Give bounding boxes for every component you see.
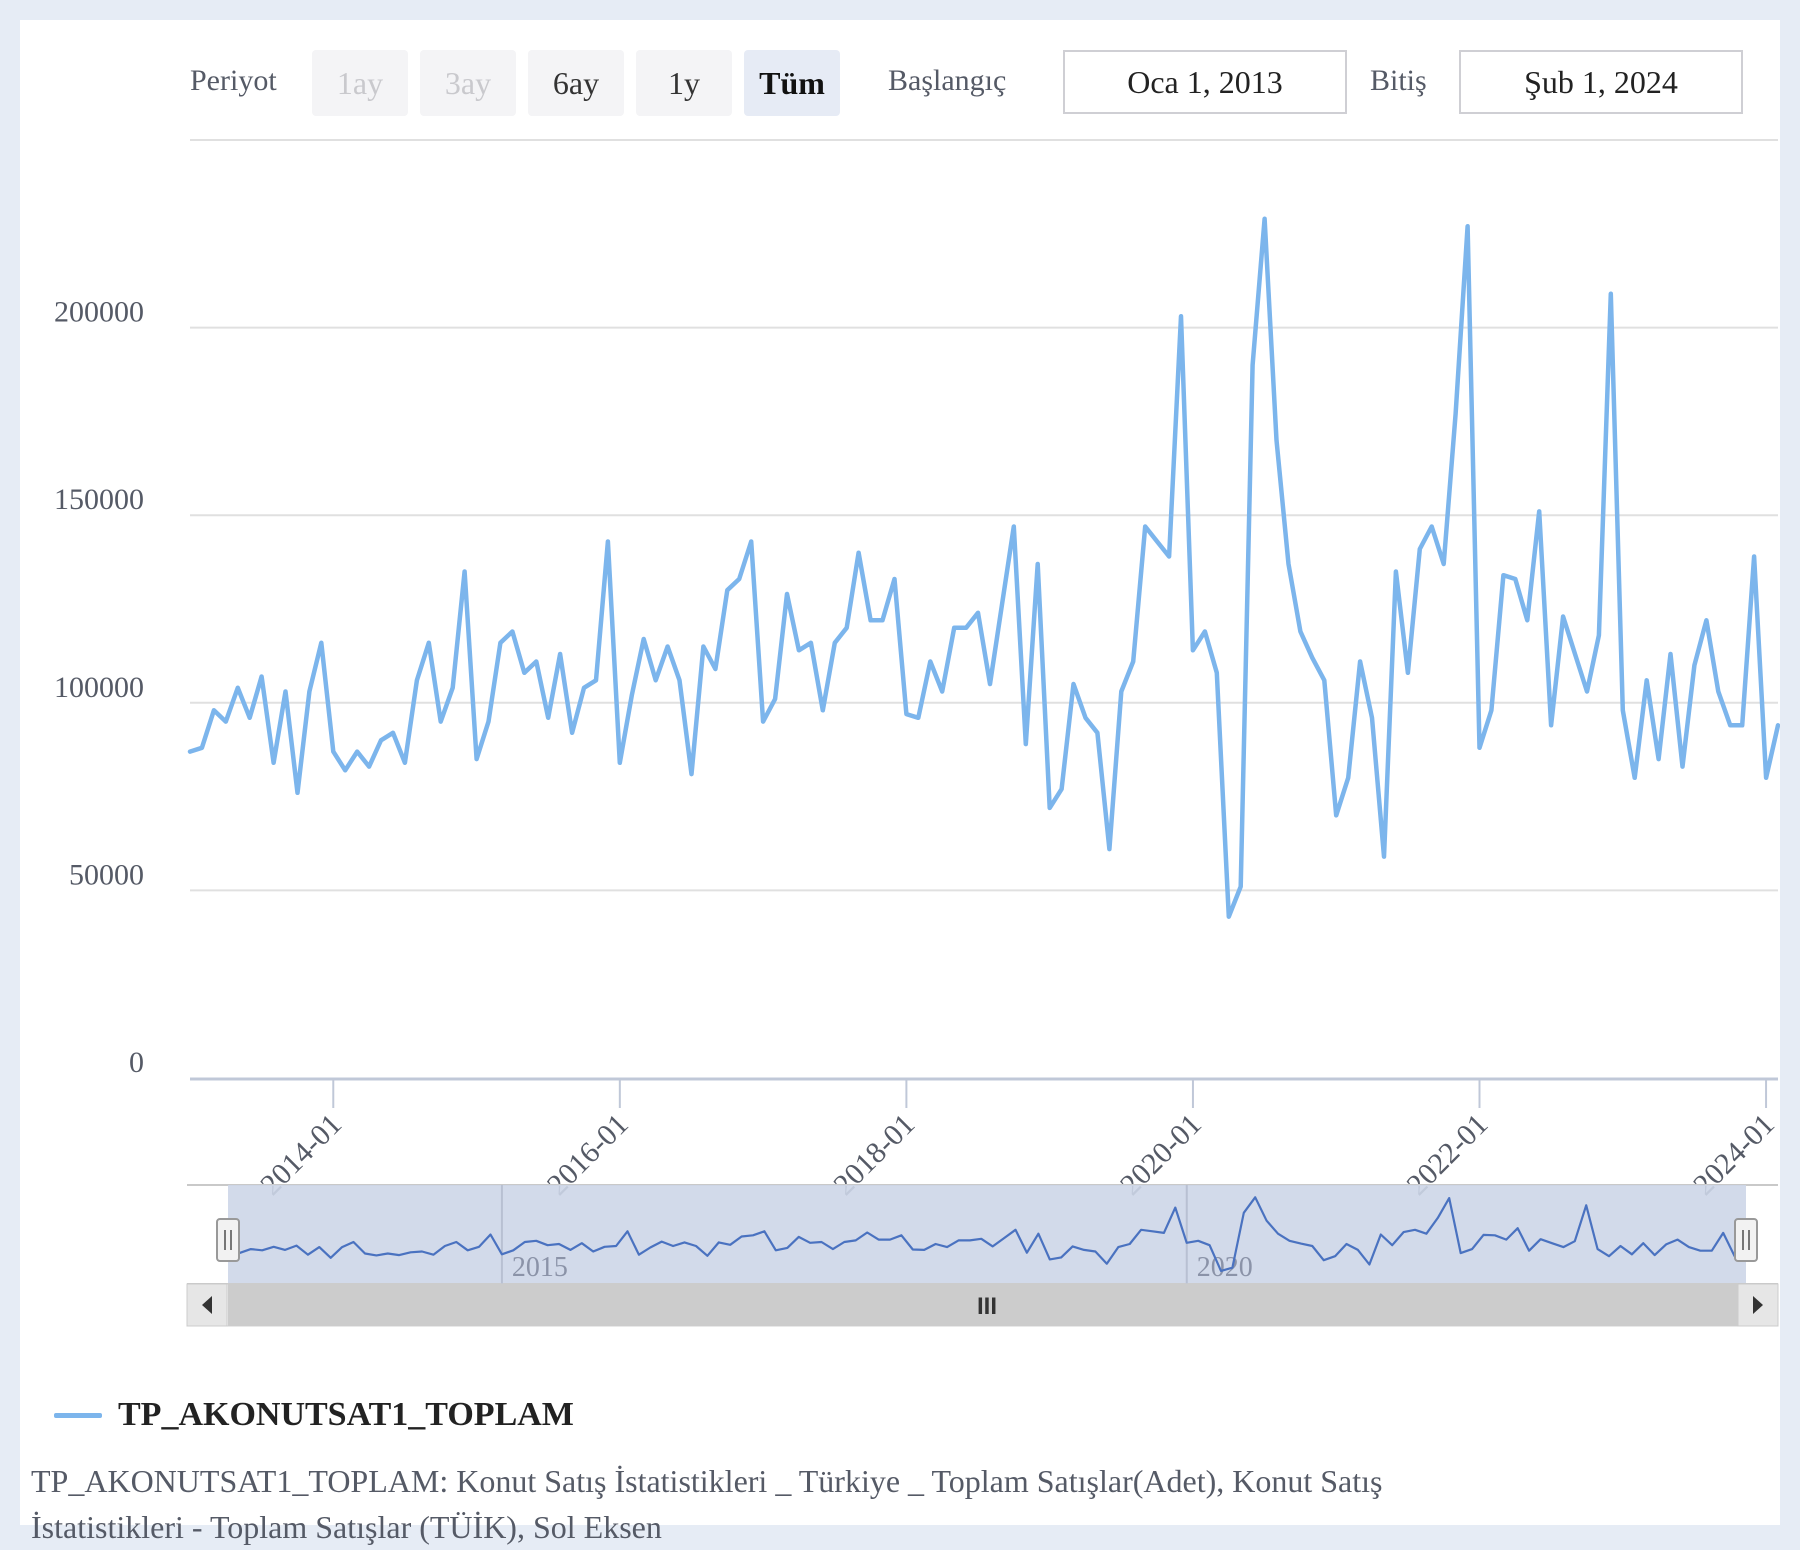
scroll-grip-icon[interactable]: III	[977, 1293, 997, 1320]
series-line-TP_AKONUTSAT1_TOPLAM[interactable]	[190, 219, 1778, 917]
y-tick-label: 200000	[54, 296, 144, 329]
navigator-year-label: 2020	[1197, 1252, 1253, 1283]
chart-panel: Periyot 1ay 3ay 6ay 1y Tüm Başlangıç Bit…	[20, 20, 1780, 1525]
series-description: TP_AKONUTSAT1_TOPLAM: Konut Satış İstati…	[31, 1458, 1531, 1550]
navigator-year-label: 2015	[512, 1252, 568, 1283]
legend-label: TP_AKONUTSAT1_TOPLAM	[118, 1396, 574, 1434]
legend-swatch	[54, 1413, 102, 1418]
navigator-right-handle[interactable]	[1735, 1219, 1757, 1261]
y-tick-label: 0	[129, 1046, 144, 1079]
y-tick-label: 50000	[69, 858, 144, 891]
y-tick-label: 150000	[54, 483, 144, 516]
navigator-selected-range[interactable]	[228, 1185, 1746, 1284]
legend-item[interactable]: TP_AKONUTSAT1_TOPLAM	[54, 1396, 574, 1434]
navigator-left-handle[interactable]	[217, 1219, 239, 1261]
y-tick-label: 100000	[54, 671, 144, 704]
